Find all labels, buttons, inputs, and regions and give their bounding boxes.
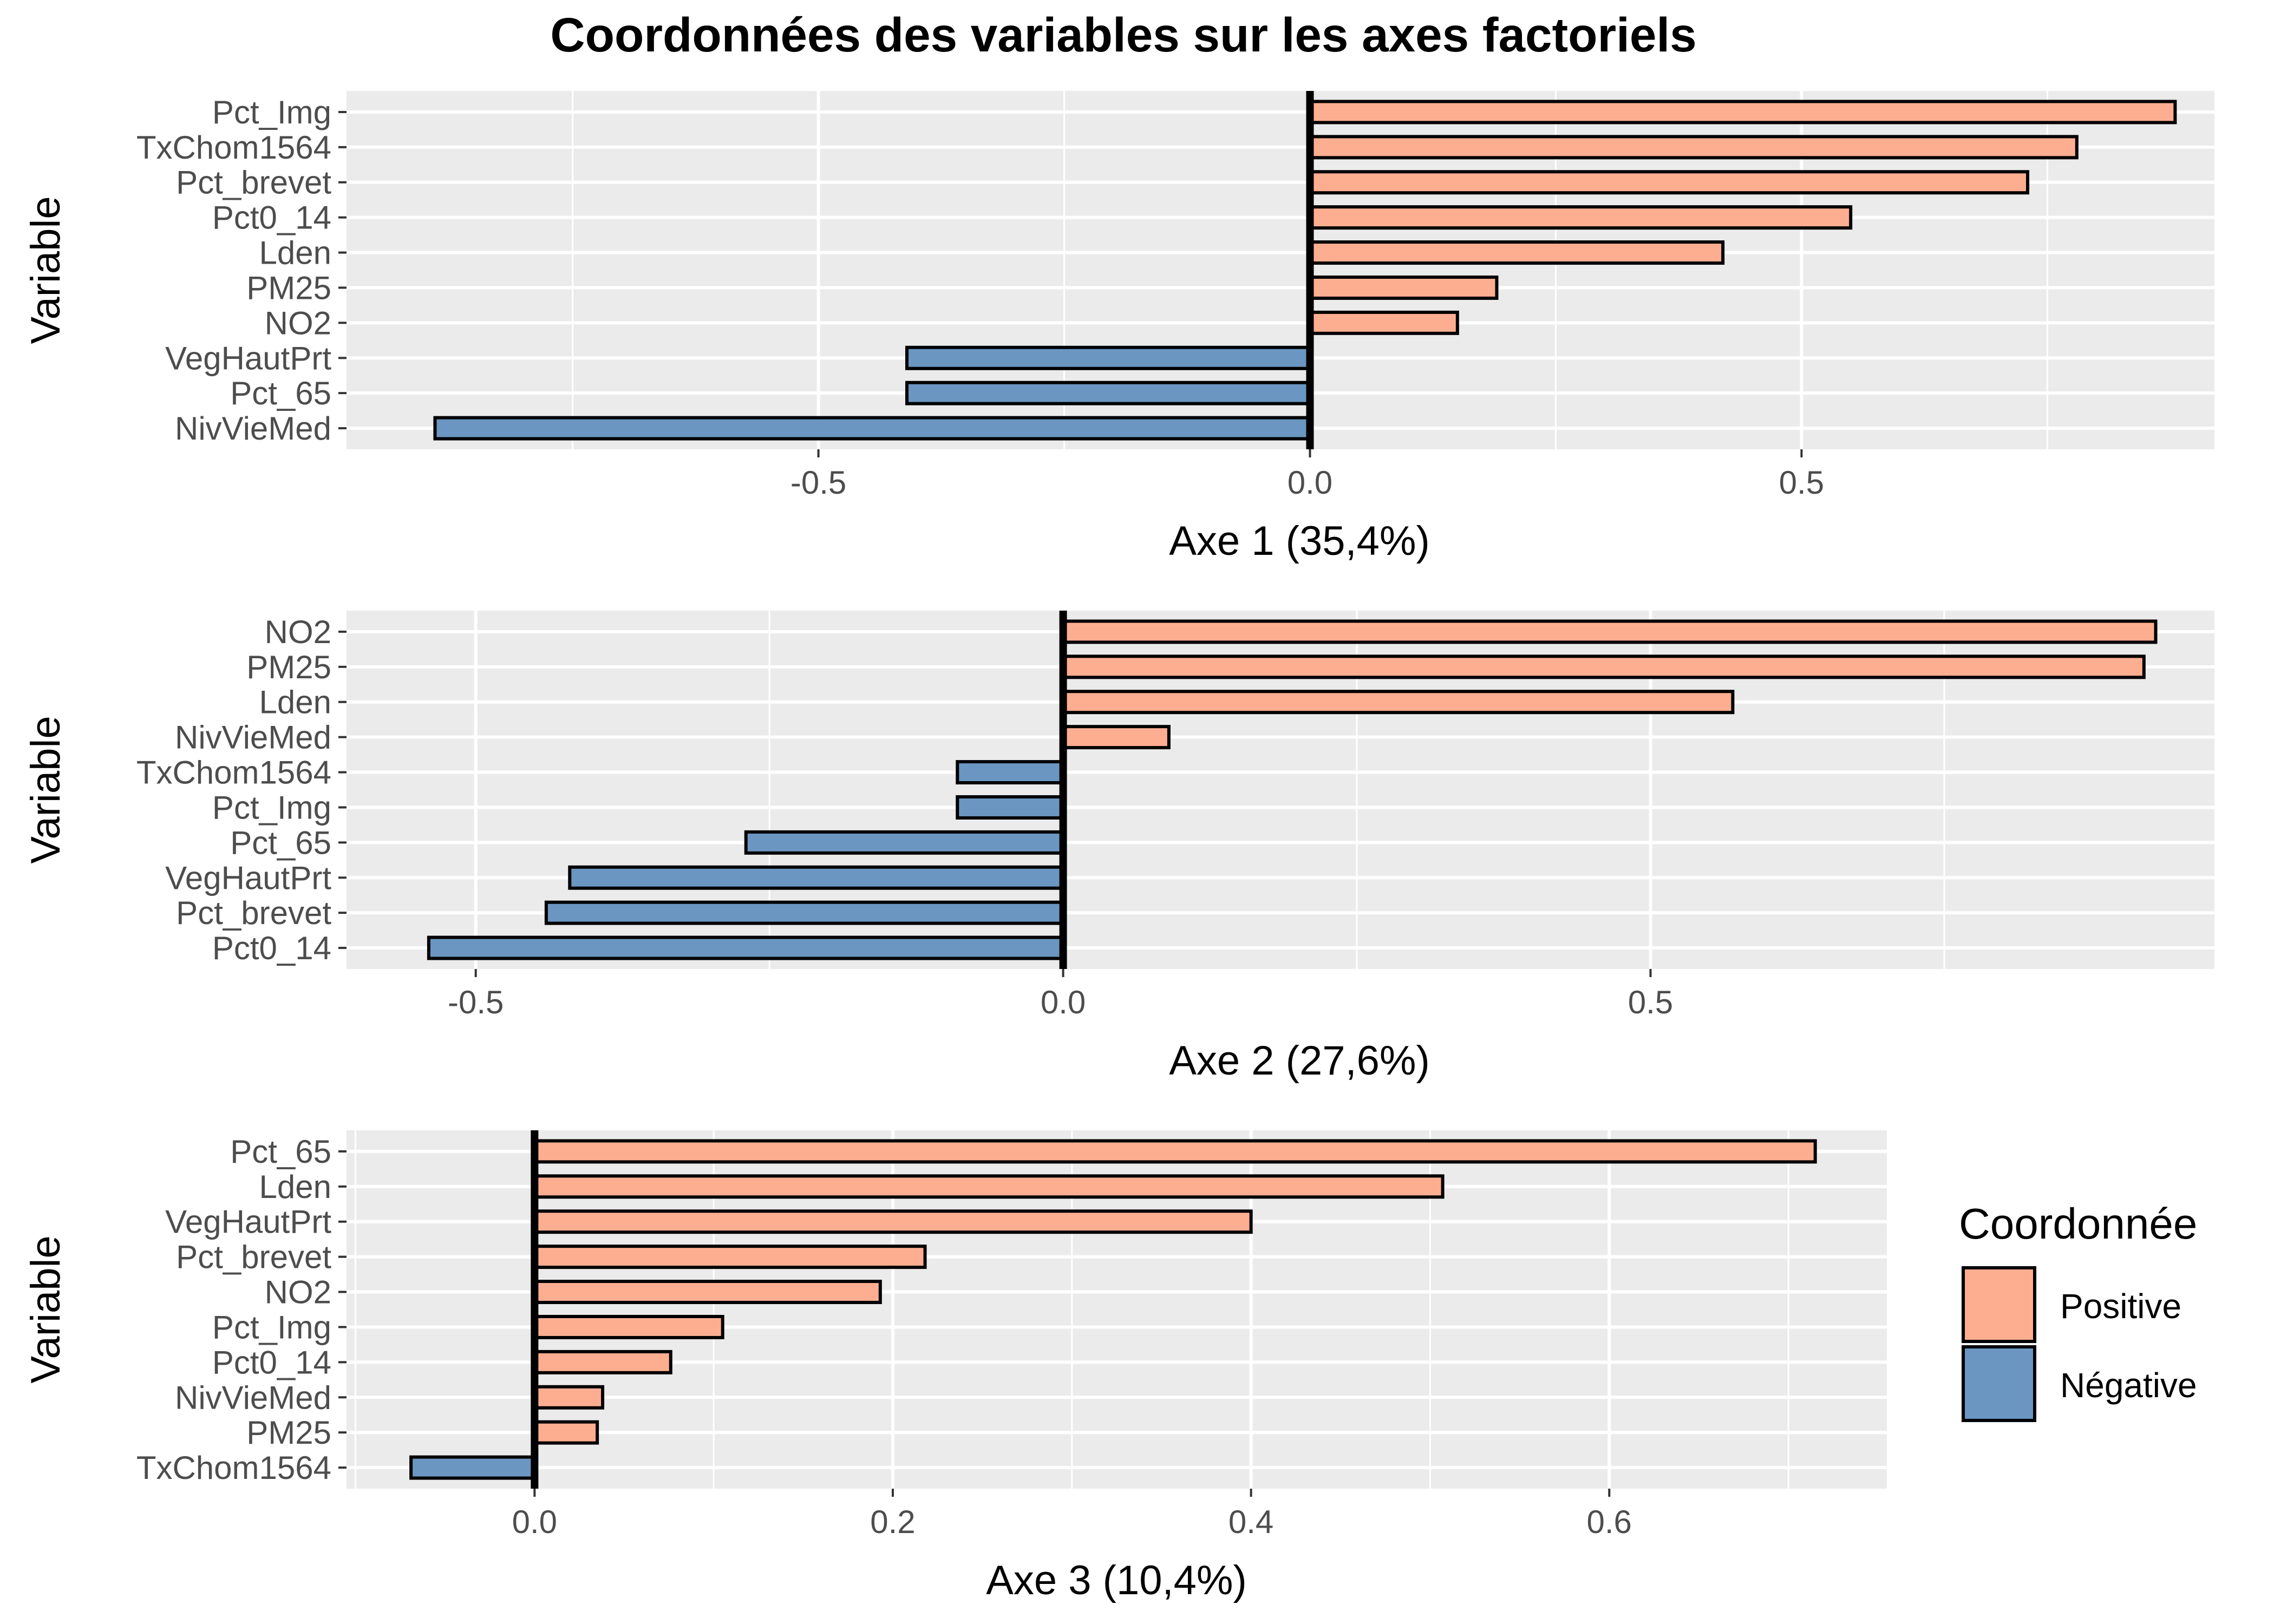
y-tick-label: Pct0_14 [212, 200, 331, 236]
bar-NivVieMed [433, 416, 1312, 441]
bar-Lden [1308, 240, 1725, 265]
x-tick-label: 0.0 [1041, 984, 1086, 1020]
chart-title: Coordonnées des variables sur les axes f… [550, 8, 1696, 62]
legend-key-positive [1962, 1266, 2036, 1343]
y-tick-label: Pct_65 [230, 1134, 331, 1170]
y-tick-label: Pct_Img [212, 1309, 331, 1345]
y-axis-title: Variable [23, 196, 69, 344]
bar-Lden [533, 1174, 1445, 1199]
bar-Pct_65 [744, 830, 1065, 855]
y-tick-label: PM25 [246, 1415, 331, 1451]
bar-Pct0_14 [427, 935, 1065, 960]
x-axis-title: Axe 2 (27,6%) [1169, 1038, 1430, 1084]
bar-Pct_65 [533, 1139, 1817, 1164]
bar-VegHautPrt [568, 865, 1065, 890]
bar-Lden [1061, 690, 1735, 715]
y-tick-label: NO2 [265, 1274, 331, 1311]
y-tick-label: NivVieMed [175, 719, 331, 756]
bar-Pct0_14 [533, 1350, 672, 1374]
bar-PM25 [1061, 654, 2146, 679]
legend-key-negative [1962, 1345, 2036, 1422]
bar-VegHautPrt [533, 1209, 1253, 1234]
y-tick-label: VegHautPrt [165, 340, 331, 376]
bar-Pct0_14 [1308, 205, 1853, 230]
y-tick-label: NO2 [265, 614, 331, 650]
y-tick-label: NO2 [265, 305, 331, 341]
y-tick-label: NivVieMed [175, 1379, 331, 1416]
y-tick-label: Pct_brevet [176, 895, 331, 931]
panel-axe-1: Pct_ImgTxChom1564Pct_brevetPct0_14LdenPM… [23, 91, 2214, 564]
bar-Pct_Img [956, 795, 1065, 820]
panel-axe-3: Pct_65LdenVegHautPrtPct_brevetNO2Pct_Img… [23, 1130, 1887, 1603]
y-tick-label: VegHautPrt [165, 1204, 331, 1240]
bar-Pct_brevet [533, 1245, 927, 1269]
legend-label-positive: Positive [2060, 1287, 2181, 1326]
y-tick-label: TxChom1564 [136, 129, 331, 166]
y-axis-title: Variable [23, 1235, 69, 1383]
x-tick-label: -0.5 [790, 464, 846, 501]
bar-PM25 [533, 1420, 599, 1445]
bar-NivVieMed [1061, 725, 1171, 750]
y-tick-label: Pct_65 [230, 824, 331, 861]
bar-NO2 [1061, 619, 2158, 644]
y-tick-label: Pct0_14 [212, 1344, 331, 1380]
y-tick-label: Lden [259, 235, 331, 271]
bar-Pct_Img [533, 1314, 724, 1339]
y-tick-label: TxChom1564 [136, 1450, 331, 1486]
y-axis-title: Variable [23, 716, 69, 863]
x-tick-label: -0.5 [448, 984, 504, 1020]
bar-VegHautPrt [905, 345, 1312, 370]
bar-NivVieMed [533, 1385, 605, 1410]
y-tick-label: VegHautPrt [165, 860, 331, 896]
bar-Pct_Img [1308, 100, 2177, 125]
y-tick-label: Pct_Img [212, 94, 331, 130]
y-tick-label: Pct_65 [230, 375, 331, 411]
x-axis-title: Axe 3 (10,4%) [986, 1557, 1247, 1603]
legend-title: Coordonnée [1959, 1200, 2197, 1248]
y-tick-label: NivVieMed [175, 410, 331, 447]
y-tick-label: Pct_brevet [176, 1239, 331, 1275]
bar-Pct_brevet [544, 900, 1065, 925]
y-tick-label: PM25 [246, 270, 331, 306]
bar-TxChom1564 [1308, 135, 2079, 160]
y-tick-label: Lden [259, 684, 331, 721]
bar-PM25 [1308, 275, 1499, 300]
x-axis-title: Axe 1 (35,4%) [1169, 518, 1430, 564]
legend: Coordonnée Positive Négative [1959, 1200, 2197, 1422]
bar-NO2 [1308, 310, 1459, 335]
x-tick-label: 0.5 [1779, 464, 1824, 501]
bar-Pct_brevet [1308, 170, 2029, 195]
x-tick-label: 0.6 [1587, 1504, 1632, 1540]
legend-label-negative: Négative [2060, 1366, 2197, 1405]
panel-axe-2: NO2PM25LdenNivVieMedTxChom1564Pct_ImgPct… [23, 611, 2214, 1084]
y-tick-label: TxChom1564 [136, 755, 331, 791]
x-tick-label: 0.4 [1229, 1504, 1273, 1540]
bar-TxChom1564 [409, 1455, 537, 1480]
y-tick-label: Pct0_14 [212, 930, 331, 966]
x-tick-label: 0.0 [1288, 464, 1332, 501]
y-tick-label: Pct_Img [212, 789, 331, 826]
x-tick-label: 0.5 [1628, 984, 1673, 1020]
y-tick-label: PM25 [246, 649, 331, 685]
y-tick-label: Lden [259, 1169, 331, 1205]
x-tick-label: 0.0 [512, 1504, 557, 1540]
x-tick-label: 0.2 [870, 1504, 915, 1540]
bar-NO2 [533, 1280, 882, 1305]
y-tick-label: Pct_brevet [176, 165, 331, 201]
bar-TxChom1564 [956, 760, 1065, 785]
bar-Pct_65 [905, 381, 1312, 405]
